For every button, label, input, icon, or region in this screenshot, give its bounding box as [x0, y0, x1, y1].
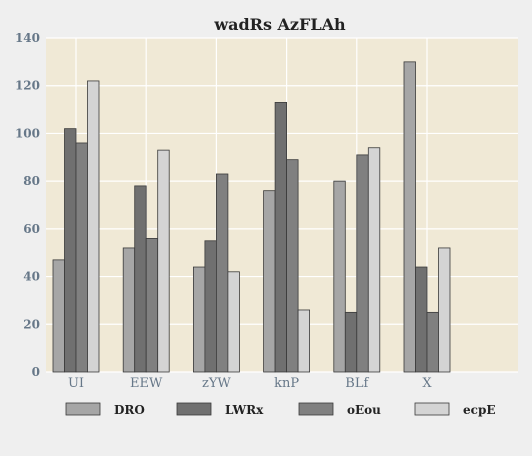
- y-tick-label: 0: [32, 365, 40, 379]
- y-tick-label: 60: [23, 222, 40, 236]
- y-tick-label: 100: [15, 126, 40, 140]
- bar-oEou-UI: [76, 143, 88, 372]
- legend-swatch-oEou: [299, 403, 333, 415]
- y-tick-label: 80: [23, 174, 40, 188]
- legend-swatch-DRO: [66, 403, 100, 415]
- legend-swatch-LWRx: [177, 403, 211, 415]
- x-tick-label: knP: [274, 376, 299, 391]
- y-tick-label: 140: [15, 31, 40, 45]
- bar-LWRx-knP: [275, 102, 287, 372]
- x-tick-label: UI: [68, 376, 84, 391]
- bar-ecpE-BLf: [368, 148, 380, 372]
- bar-oEou-knP: [287, 160, 299, 372]
- x-tick-label: X: [422, 376, 432, 391]
- bar-LWRx-BLf: [345, 312, 357, 372]
- legend-label-ecpE: ecpE: [463, 403, 495, 417]
- x-tick-label: zYW: [202, 376, 231, 391]
- bar-ecpE-EEW: [158, 150, 170, 372]
- y-tick-label: 20: [23, 317, 40, 331]
- bar-ecpE-X: [439, 248, 451, 372]
- y-tick-label: 120: [15, 79, 40, 93]
- bar-DRO-BLf: [334, 181, 346, 372]
- x-tick-label: EEW: [130, 376, 163, 391]
- bar-ecpE-knP: [298, 310, 310, 372]
- bar-oEou-zYW: [216, 174, 228, 372]
- bar-DRO-EEW: [123, 248, 135, 372]
- bar-LWRx-zYW: [205, 241, 217, 372]
- bar-LWRx-EEW: [135, 186, 147, 372]
- legend-label-DRO: DRO: [114, 403, 145, 417]
- bar-DRO-zYW: [193, 267, 205, 372]
- bar-DRO-UI: [53, 260, 65, 372]
- legend-label-LWRx: LWRx: [225, 403, 264, 417]
- bar-ecpE-UI: [88, 81, 100, 372]
- x-tick-label: BLf: [345, 376, 369, 391]
- bar-LWRx-X: [416, 267, 428, 372]
- bar-oEou-BLf: [357, 155, 369, 372]
- bar-DRO-X: [404, 62, 416, 372]
- y-axis: 0 20 40 60 80 100 120 140: [15, 31, 40, 379]
- bar-LWRx-UI: [65, 129, 77, 372]
- bar-oEou-X: [427, 312, 439, 372]
- legend: DRO LWRx oEou ecpE: [66, 403, 495, 417]
- bar-DRO-knP: [264, 191, 276, 372]
- legend-label-oEou: oEou: [347, 403, 381, 417]
- chart-title: wadRs AzFLAh: [213, 15, 346, 34]
- y-tick-label: 40: [23, 270, 40, 284]
- x-axis: UI EEW zYW knP BLf X: [68, 376, 432, 391]
- bar-oEou-EEW: [146, 238, 158, 372]
- legend-swatch-ecpE: [415, 403, 449, 415]
- bar-ecpE-zYW: [228, 272, 240, 372]
